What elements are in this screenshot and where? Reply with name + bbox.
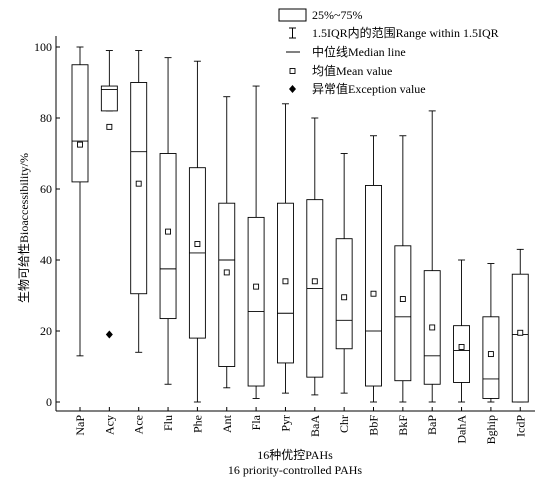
plot-frame (55, 36, 535, 412)
iqr-box (130, 82, 148, 295)
legend-box-label: 25%~75% (312, 8, 362, 22)
mean-marker (194, 241, 201, 247)
box-Phe (188, 60, 206, 403)
x-tick-label: Ace (132, 415, 146, 434)
x-tick-label: BbF (367, 415, 381, 436)
box-Ant (218, 96, 236, 389)
legend-mean-label: 均值Mean value (312, 63, 392, 78)
x-tick-label: DahA (455, 415, 469, 444)
mean-marker (282, 278, 289, 285)
mean-marker (429, 324, 436, 331)
box-Flu (159, 57, 177, 385)
x-axis-title-line2: 16 priority-controlled PAHs (228, 463, 363, 477)
iqr-box (218, 202, 236, 367)
mean-marker (223, 269, 230, 276)
box-IcdP (511, 248, 529, 403)
mean-marker (341, 294, 348, 301)
y-tick-label: 40 (40, 253, 52, 267)
outlier-marker (105, 330, 113, 339)
iqr-box (365, 184, 382, 387)
x-axis-title-line1: 16种优控PAHs (257, 448, 333, 462)
mean-marker (370, 290, 377, 297)
mean-marker (253, 283, 260, 290)
y-axis-title: 生物可给性Bioaccessibility/% (17, 153, 31, 303)
mean-marker (399, 296, 406, 302)
legend-median-label: 中位线Median line (312, 44, 406, 59)
x-tick-label: NaP (73, 415, 87, 436)
box-Ace (130, 50, 148, 353)
box-NaP (71, 46, 89, 357)
mean-marker (135, 180, 142, 187)
x-tick-label: Acy (102, 415, 116, 435)
legend-outlier-label: 异常值Exception value (312, 81, 426, 96)
x-tick-labels: NaP Acy Ace Flu Phe Ant Fla Pyr BaA Chr BbF BkF BaP D… (73, 407, 527, 444)
legend-box-symbol (278, 8, 307, 22)
iqr-box (159, 153, 177, 320)
y-tick-label: 100 (34, 40, 52, 54)
box-Bghip (482, 263, 500, 403)
mean-marker (487, 351, 494, 358)
boxes-group (71, 46, 529, 403)
x-tick-label: BaA (308, 415, 322, 437)
y-tick-label: 20 (40, 324, 52, 338)
box-Pyr (277, 103, 294, 394)
x-tick-label: Ant (220, 414, 234, 433)
legend-outlier-symbol (289, 85, 296, 93)
iqr-box (453, 325, 470, 383)
mean-marker (458, 344, 465, 350)
box-Chr (335, 153, 353, 394)
mean-marker (165, 228, 172, 235)
mean-marker (77, 141, 83, 148)
box-BbF (365, 135, 382, 403)
iqr-box (100, 85, 118, 112)
iqr-box (482, 316, 500, 399)
box-BkF (394, 135, 412, 403)
box-Fla (247, 85, 265, 399)
legend: 25%~75% 1.5IQR内的范围Range within 1.5IQR 中位… (278, 8, 499, 96)
iqr-box (335, 238, 353, 350)
x-tick-label: Flu (161, 415, 175, 431)
x-tick-label: Pyr (278, 415, 292, 432)
iqr-box (511, 273, 529, 403)
x-tick-label: IcdP (513, 415, 527, 437)
mean-marker (517, 329, 524, 336)
legend-whisker-label: 1.5IQR内的范围Range within 1.5IQR (312, 25, 499, 40)
y-ticks: 0 20 40 60 80 100 (34, 40, 60, 409)
box-BaP (423, 110, 441, 403)
box-Acy (100, 50, 118, 339)
y-tick-label: 60 (40, 182, 52, 196)
mean-marker (106, 123, 113, 130)
legend-mean-symbol (289, 68, 296, 74)
iqr-box (247, 216, 265, 387)
iqr-box (394, 245, 412, 382)
iqr-box (71, 64, 89, 183)
x-tick-label: Chr (337, 415, 351, 433)
box-BaA (306, 117, 324, 396)
x-tick-label: Bghip (484, 415, 498, 444)
legend-whisker-symbol (289, 27, 296, 39)
x-tick-label: BkF (396, 415, 410, 436)
box-DahA (453, 259, 470, 403)
x-tick-label: BaP (425, 415, 439, 435)
x-tick-label: Fla (249, 414, 263, 430)
y-tick-label: 0 (46, 395, 52, 409)
x-tick-label: Phe (190, 415, 204, 433)
y-tick-label: 80 (40, 111, 52, 125)
mean-marker (311, 278, 318, 285)
